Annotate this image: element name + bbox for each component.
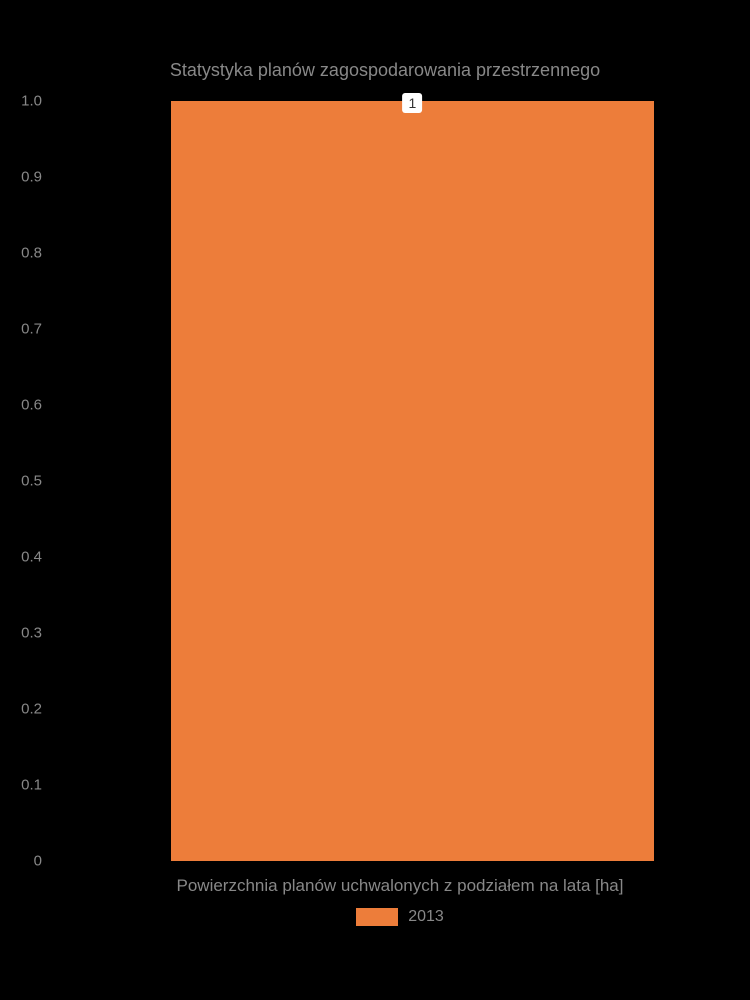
y-tick-label: 0.7 — [21, 321, 42, 338]
legend-swatch — [356, 908, 398, 926]
x-axis-label: Powierzchnia planów uchwalonych z podzia… — [90, 876, 710, 896]
y-tick-label: 0.6 — [21, 397, 42, 414]
bar — [171, 101, 655, 861]
y-tick-label: 0 — [34, 853, 42, 870]
chart-title: Statystyka planów zagospodarowania przes… — [60, 60, 710, 81]
y-tick-label: 1.0 — [21, 93, 42, 110]
plot-area: 00.10.20.30.40.50.60.70.80.91.0 1 — [90, 101, 710, 861]
y-tick-label: 0.4 — [21, 549, 42, 566]
y-tick-label: 0.9 — [21, 169, 42, 186]
y-tick-label: 0.3 — [21, 625, 42, 642]
y-tick-label: 0.5 — [21, 473, 42, 490]
legend: 2013 — [90, 908, 710, 926]
y-tick-label: 0.8 — [21, 245, 42, 262]
y-tick-label: 0.1 — [21, 777, 42, 794]
legend-label: 2013 — [408, 908, 444, 926]
y-tick-label: 0.2 — [21, 701, 42, 718]
chart-container: Statystyka planów zagospodarowania przes… — [60, 60, 710, 900]
data-label: 1 — [402, 93, 422, 113]
